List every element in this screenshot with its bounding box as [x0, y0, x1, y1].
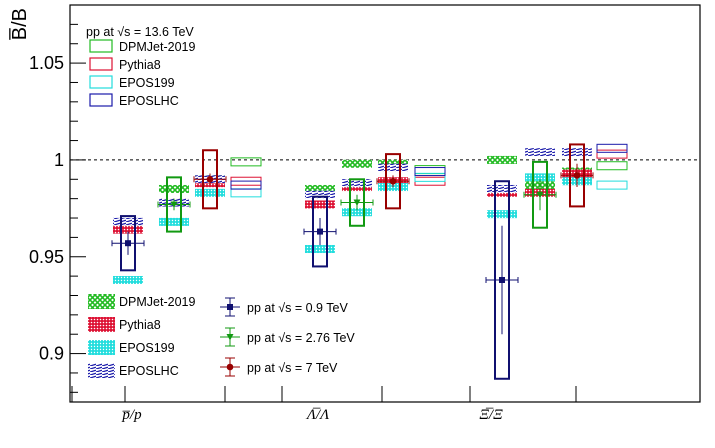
legend-bottom: DPMJet-2019 Pythia8 EPOS199 EPOSLHC pp at √s…: [88, 294, 355, 378]
legend-bottom-model-swatch: [88, 317, 115, 332]
legend-bottom-model-label: Pythia8: [119, 318, 161, 332]
model-band-epos199: [342, 208, 372, 217]
x-category-label: Λ̅/Λ: [305, 407, 329, 423]
x-axis-ticks: p̅/p Λ̅/Λ Ξ̅/Ξ: [71, 386, 577, 423]
model-box-epos199: [414, 172, 446, 182]
model-box-epos199: [230, 188, 262, 198]
plot-border: [69, 4, 701, 403]
y-axis-label: B̅/B: [8, 8, 31, 40]
y-tick-label: 0.95: [29, 247, 64, 267]
legend-bottom-model-label: DPMJet-2019: [119, 295, 195, 309]
model-band-eposlhc: [525, 148, 555, 157]
legend-top-label: Pythia8: [119, 58, 161, 72]
data-marker-circle: [389, 177, 397, 185]
legend-bottom-data-label: pp at √s = 0.9 TeV: [247, 301, 348, 315]
data-marker-square: [499, 276, 505, 283]
data-marker-circle: [573, 172, 581, 179]
model-band-epos199: [195, 188, 225, 197]
model-box-eposlhc: [230, 180, 262, 190]
legend-bottom-data-label: pp at √s = 7 TeV: [247, 361, 338, 375]
y-tick-label: 1.05: [29, 53, 64, 73]
model-band-dpmjet: [159, 184, 189, 193]
model-band-eposlhc: [487, 184, 517, 193]
model-box-dpmjet: [414, 165, 446, 175]
model-band-dpmjet: [487, 155, 517, 164]
model-band-eposlhc: [113, 217, 143, 226]
model-band-epos199: [113, 275, 143, 284]
data-marker-triangle: [170, 201, 178, 208]
legend-bottom-model-swatch: [88, 340, 115, 355]
model-band-pythia: [305, 200, 335, 209]
legend-top-swatch: [89, 75, 113, 89]
legend-bottom-model-label: EPOS199: [119, 341, 175, 355]
legend-marker-square: [227, 304, 233, 310]
y-tick-label: 1: [54, 150, 64, 170]
data-marker-square: [125, 240, 131, 247]
data-marker-square: [317, 228, 323, 235]
model-band-epos199: [525, 173, 555, 182]
model-band-eposlhc: [562, 148, 592, 157]
model-band-epos199: [487, 210, 517, 219]
legend-top-label: EPOSLHC: [119, 94, 179, 108]
x-category-label: p̅/p: [121, 407, 142, 423]
model-band-pythia: [113, 225, 143, 234]
model-band-dpmjet: [305, 184, 335, 193]
model-band-epos199: [305, 245, 335, 254]
legend-marker-circle: [226, 363, 234, 371]
model-bands: [113, 143, 628, 284]
x-category-label: Ξ̅/Ξ: [479, 407, 503, 423]
data-points: [111, 143, 594, 380]
legend-top-title: pp at √s = 13.6 TeV: [86, 25, 194, 39]
model-band-dpmjet: [342, 159, 372, 168]
legend-top-swatch: [89, 39, 113, 53]
legend-bottom-model-swatch: [88, 294, 115, 309]
model-box-dpmjet: [596, 161, 628, 171]
model-band-eposlhc: [342, 179, 372, 188]
legend-bottom-data-label: pp at √s = 2.76 TeV: [247, 331, 355, 345]
legend-top-label: EPOS199: [119, 76, 175, 90]
y-tick-label: 0.9: [39, 344, 64, 364]
legend-bottom-model-label: EPOSLHC: [119, 364, 179, 378]
data-marker-triangle: [353, 199, 361, 207]
model-band-eposlhc: [305, 190, 335, 199]
legend-top-swatch: [89, 93, 113, 107]
legend-top-swatch: [89, 57, 113, 71]
model-box-dpmjet: [230, 157, 262, 167]
legend-top-label: DPMJet-2019: [119, 40, 195, 54]
data-marker-circle: [206, 175, 214, 183]
model-band-epos199: [159, 217, 189, 226]
model-box-eposlhc: [596, 143, 628, 153]
model-band-eposlhc: [378, 163, 408, 172]
legend-marker-triangle: [226, 334, 234, 341]
data-marker-triangle: [536, 191, 544, 199]
model-box-eposlhc: [414, 167, 446, 177]
model-box-pythia: [596, 149, 628, 159]
model-box-epos199: [596, 180, 628, 190]
y-axis-ticks: 0.9 0.95 1 1.05 B̅/B: [8, 4, 86, 393]
legend-bottom-model-swatch: [88, 363, 115, 378]
